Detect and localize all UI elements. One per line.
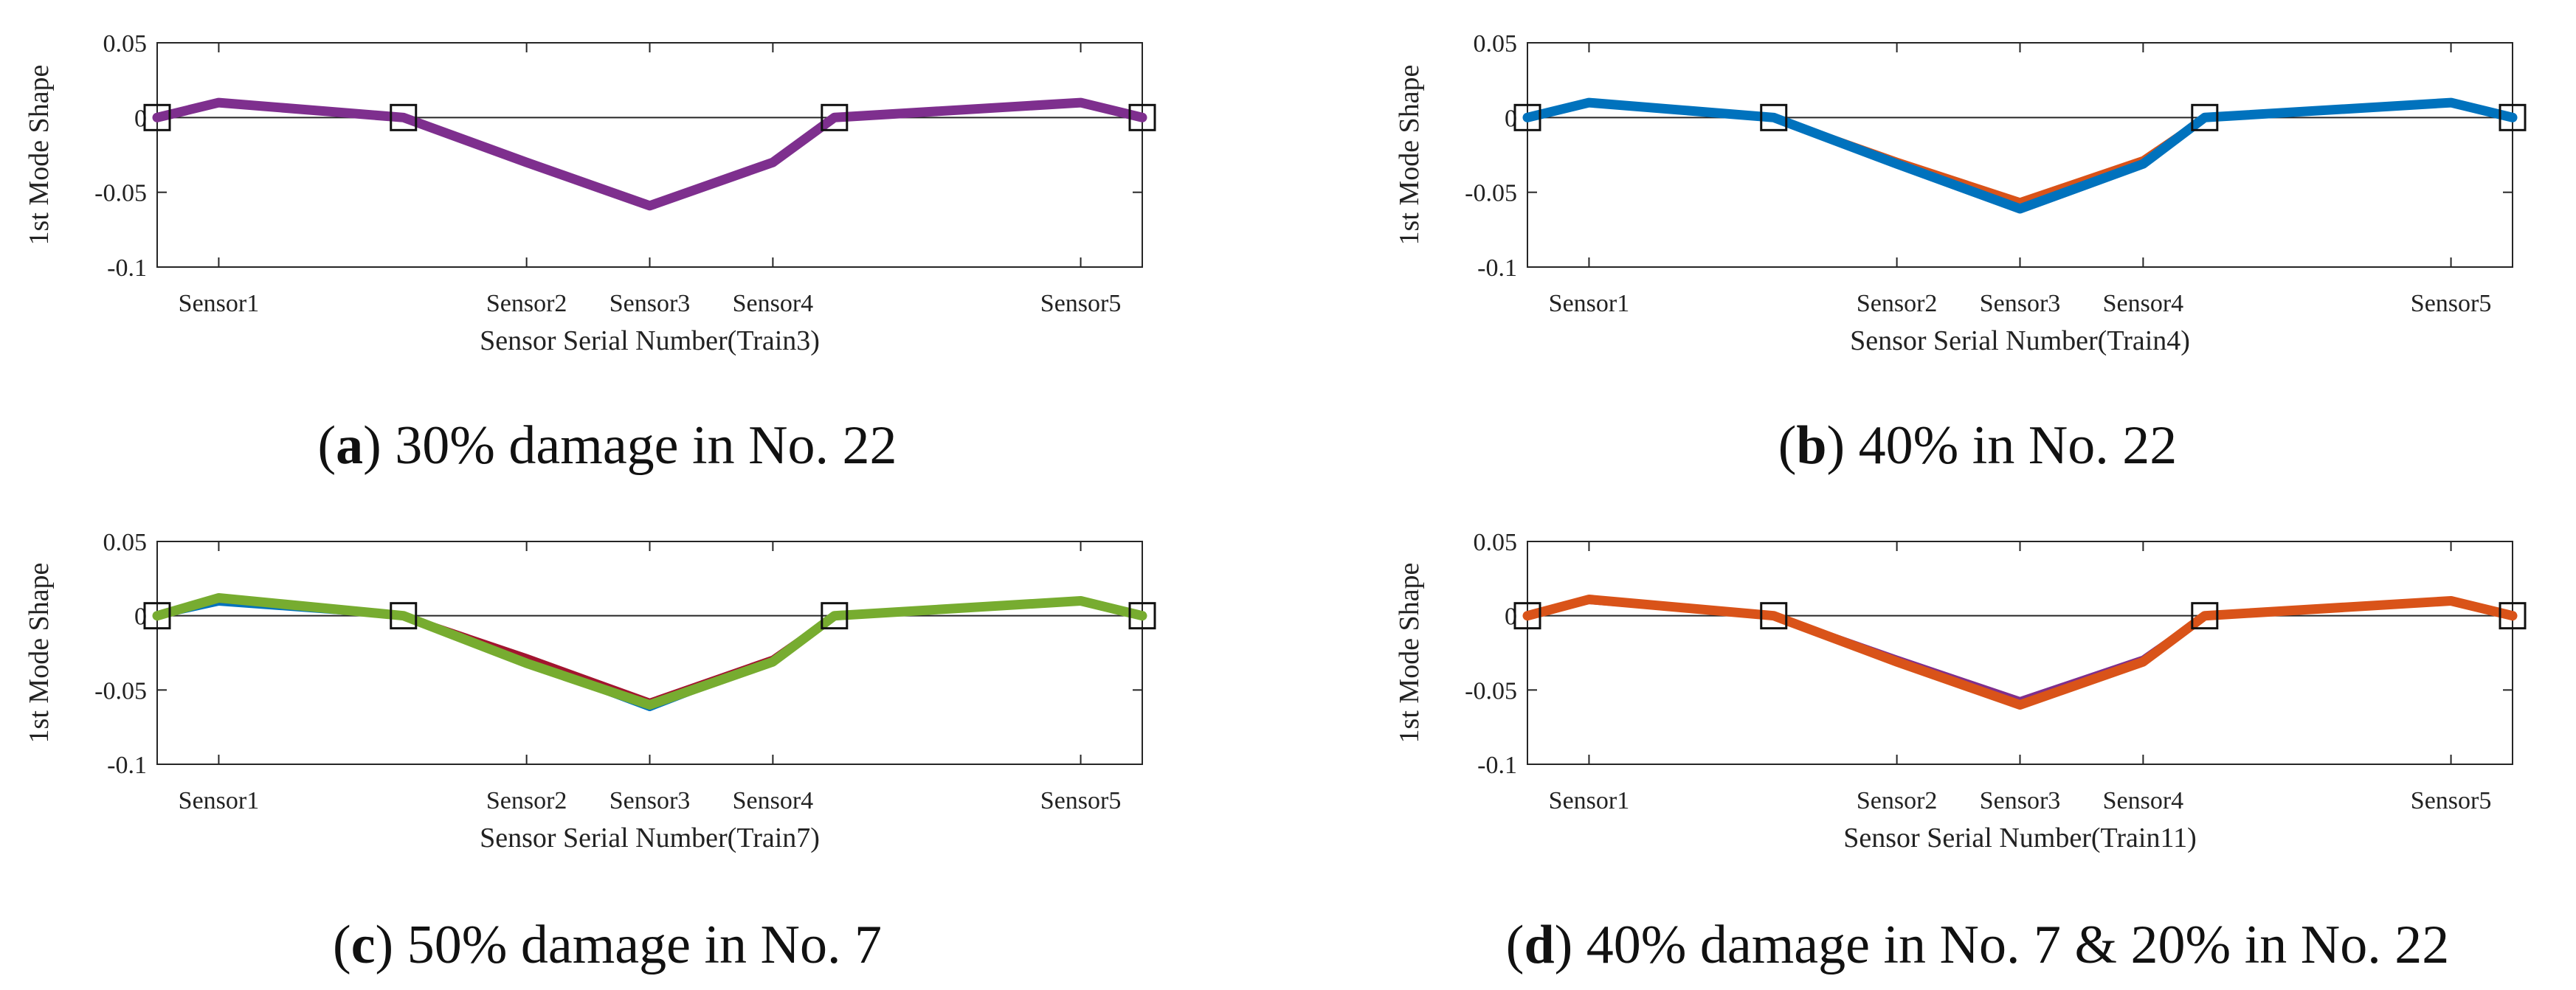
support-marker bbox=[1760, 602, 1788, 630]
panel-caption: (d) 40% damage in No. 7 & 20% in No. 22 bbox=[1506, 915, 2449, 975]
caption-letter: d bbox=[1524, 915, 1554, 975]
y-tick-label: 0.05 bbox=[1474, 529, 1518, 556]
y-axis-label: 1st Mode Shape bbox=[24, 65, 55, 246]
caption-text: 30% damage in No. 22 bbox=[381, 415, 897, 476]
caption-letter: a bbox=[336, 415, 363, 476]
caption-close: ) bbox=[363, 415, 381, 476]
caption-text: 40% in No. 22 bbox=[1845, 415, 2177, 476]
caption-close: ) bbox=[1827, 415, 1845, 476]
series-line-2 bbox=[1522, 97, 2518, 214]
support-marker bbox=[1128, 103, 1156, 131]
x-tick-label: Sensor3 bbox=[610, 290, 691, 317]
support-marker bbox=[390, 103, 418, 131]
y-tick-label: 0.05 bbox=[103, 529, 148, 556]
x-tick-label: Sensor4 bbox=[733, 290, 814, 317]
x-tick-label: Sensor2 bbox=[486, 787, 567, 814]
support-marker bbox=[1513, 602, 1541, 630]
x-tick-label: Sensor1 bbox=[1549, 787, 1630, 814]
support-marker bbox=[821, 103, 849, 131]
y-tick-label: -0.1 bbox=[107, 752, 147, 779]
support-marker bbox=[2191, 602, 2219, 630]
support-marker bbox=[143, 103, 171, 131]
x-tick-label: Sensor5 bbox=[1040, 787, 1122, 814]
y-tick-label: 0.05 bbox=[1474, 30, 1518, 58]
support-marker bbox=[1513, 103, 1541, 131]
x-tick-label: Sensor5 bbox=[2411, 787, 2492, 814]
x-tick-label: Sensor4 bbox=[2103, 290, 2184, 317]
x-tick-label: Sensor4 bbox=[733, 787, 814, 814]
caption-open: ( bbox=[1506, 915, 1524, 975]
series-line-1 bbox=[153, 598, 1146, 711]
support-marker bbox=[1128, 602, 1156, 630]
plot-frame bbox=[1527, 541, 2513, 765]
y-tick-label: -0.05 bbox=[1465, 180, 1517, 207]
series-line-3 bbox=[152, 593, 1147, 710]
support-marker bbox=[2499, 602, 2527, 630]
panel-caption: (c) 50% damage in No. 7 bbox=[333, 915, 882, 975]
x-tick-label: Sensor3 bbox=[610, 787, 691, 814]
x-tick-label: Sensor2 bbox=[486, 290, 567, 317]
caption-letter: b bbox=[1796, 415, 1826, 476]
y-tick-label: -0.05 bbox=[94, 677, 147, 705]
x-axis-label: Sensor Serial Number(Train4) bbox=[1850, 325, 2190, 356]
y-axis-label: 1st Mode Shape bbox=[1394, 563, 1425, 744]
plot-frame bbox=[156, 42, 1143, 268]
x-tick-label: Sensor1 bbox=[179, 787, 260, 814]
series-line-2 bbox=[1522, 595, 2518, 710]
caption-letter: c bbox=[351, 915, 376, 975]
x-tick-label: Sensor1 bbox=[1549, 290, 1630, 317]
caption-open: ( bbox=[317, 415, 336, 476]
y-tick-label: -0.1 bbox=[107, 255, 147, 282]
x-axis-label: Sensor Serial Number(Train3) bbox=[480, 325, 820, 356]
y-axis-label: 1st Mode Shape bbox=[24, 563, 55, 744]
x-tick-label: Sensor3 bbox=[1980, 290, 2061, 317]
x-tick-label: Sensor4 bbox=[2103, 787, 2184, 814]
support-marker bbox=[2191, 103, 2219, 131]
x-tick-label: Sensor3 bbox=[1980, 787, 2061, 814]
y-axis-label: 1st Mode Shape bbox=[1394, 65, 1425, 246]
x-tick-label: Sensor1 bbox=[179, 290, 260, 317]
caption-close: ) bbox=[1555, 915, 1573, 975]
caption-open: ( bbox=[333, 915, 351, 975]
support-marker bbox=[390, 602, 418, 630]
caption-text: 40% damage in No. 7 & 20% in No. 22 bbox=[1572, 915, 2449, 975]
y-tick-label: -0.1 bbox=[1477, 752, 1517, 779]
y-tick-label: -0.05 bbox=[94, 180, 147, 207]
support-marker bbox=[143, 602, 171, 630]
x-tick-label: Sensor2 bbox=[1857, 787, 1938, 814]
y-tick-label: 0.05 bbox=[103, 30, 148, 58]
plot-frame bbox=[156, 541, 1143, 765]
plot-frame bbox=[1527, 42, 2513, 268]
panel-caption: (a) 30% damage in No. 22 bbox=[317, 415, 897, 476]
y-tick-label: -0.1 bbox=[1477, 255, 1517, 282]
caption-open: ( bbox=[1778, 415, 1797, 476]
panel-caption: (b) 40% in No. 22 bbox=[1778, 415, 2178, 476]
series-line-2 bbox=[153, 596, 1146, 705]
x-axis-label: Sensor Serial Number(Train11) bbox=[1843, 823, 2196, 854]
y-tick-label: -0.05 bbox=[1465, 677, 1517, 705]
support-marker bbox=[1760, 103, 1788, 131]
series-line-1 bbox=[152, 97, 1147, 211]
x-tick-label: Sensor2 bbox=[1857, 290, 1938, 317]
caption-close: ) bbox=[376, 915, 394, 975]
support-marker bbox=[2499, 103, 2527, 131]
x-tick-label: Sensor5 bbox=[1040, 290, 1122, 317]
x-tick-label: Sensor5 bbox=[2411, 290, 2492, 317]
caption-text: 50% damage in No. 7 bbox=[393, 915, 882, 975]
x-axis-label: Sensor Serial Number(Train7) bbox=[480, 823, 820, 854]
support-marker bbox=[821, 602, 849, 630]
